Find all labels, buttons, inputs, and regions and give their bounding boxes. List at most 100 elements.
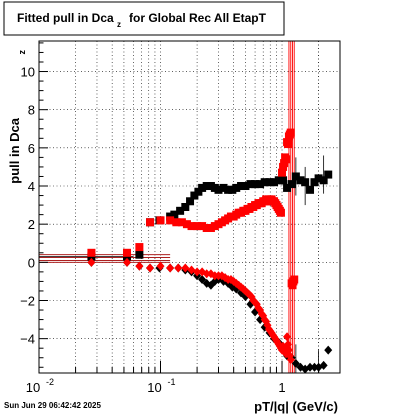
data-point-square (301, 178, 310, 187)
data-point-square (172, 218, 181, 227)
data-point-square (260, 178, 269, 187)
data-point-square (310, 178, 319, 187)
y-tick-label: 0 (28, 255, 35, 270)
data-markers (87, 128, 333, 374)
y-tick-label: 2 (28, 217, 35, 232)
data-point-square (324, 170, 333, 179)
data-point-diamond (324, 345, 333, 355)
data-point-square (282, 155, 291, 164)
data-point-square (265, 178, 274, 187)
y-tick-label: −4 (20, 332, 35, 347)
y-axis-label: pull in Dca (7, 117, 22, 184)
plot-background (39, 41, 340, 373)
data-point-square (135, 243, 144, 252)
data-point-square (198, 222, 207, 231)
data-point-diamond (174, 263, 183, 273)
data-point-square (314, 174, 323, 183)
title-box: Fitted pull in Dca z for Global Rec All … (3, 1, 285, 36)
data-point-square (286, 128, 295, 137)
data-point-diamond (193, 267, 202, 277)
x-tick-label: 10 (147, 380, 161, 395)
timestamp: Sun Jun 29 06:42:42 2025 (4, 401, 101, 410)
data-point-square (274, 176, 283, 185)
data-point-square (290, 275, 299, 284)
data-point-square (287, 180, 296, 189)
x-tick-label: 10 (26, 380, 40, 395)
data-point-square (182, 220, 191, 229)
data-point-diamond (181, 263, 190, 273)
y-axis-label-subscript: z (17, 50, 27, 55)
data-point-square (156, 216, 165, 225)
data-point-diamond (306, 362, 315, 372)
data-point-square (256, 180, 265, 189)
fit-lines (39, 41, 325, 373)
x-axis-label: pT/|q| (GeV/c) (254, 399, 338, 414)
data-point-square (202, 182, 211, 191)
data-point-square (123, 248, 132, 257)
data-point-square (241, 182, 250, 191)
data-point-square (181, 203, 190, 211)
data-point-square (278, 168, 287, 177)
data-point-diamond (123, 257, 132, 267)
data-point-diamond (283, 332, 292, 342)
y-tick-label: 4 (28, 179, 35, 194)
data-point-square (270, 178, 279, 187)
data-point-square (146, 218, 155, 227)
data-point-square (186, 197, 195, 206)
data-point-square (291, 172, 300, 181)
data-point-diamond (291, 358, 300, 368)
plot-area: −4 −2 0 2 4 6 8 10 10 -2 10 -1 1 (20, 40, 341, 395)
data-point-diamond (310, 362, 319, 372)
title-frame (3, 1, 285, 36)
data-point-square (214, 185, 223, 194)
data-point-diamond (156, 261, 165, 271)
y-axis-label-group: pull in Dca z (7, 50, 27, 184)
y-tick-label: 10 (21, 65, 35, 80)
data-point-square (219, 183, 228, 192)
data-point-square (224, 185, 233, 194)
x-tick-label-exponent: -2 (46, 377, 54, 387)
chart-title: Fitted pull in Dca (17, 11, 114, 25)
data-point-square (202, 223, 211, 232)
data-point-square (198, 183, 207, 192)
data-point-square (284, 140, 293, 149)
data-point-diamond (286, 355, 295, 365)
data-point-square (306, 185, 315, 194)
data-point-square (279, 176, 288, 185)
axis-ticks: −4 −2 0 2 4 6 8 10 10 -2 10 -1 1 (20, 42, 341, 395)
data-point-square (170, 210, 179, 219)
data-point-square (283, 183, 292, 192)
data-point-square (251, 180, 260, 189)
data-point-square (190, 191, 199, 200)
data-point-square (135, 250, 144, 259)
data-point-square (177, 218, 186, 227)
data-point-diamond (284, 339, 293, 349)
x-tick-label-exponent: -1 (168, 377, 176, 387)
chart-title-subscript: z (117, 20, 121, 29)
data-point-diamond (202, 269, 211, 279)
data-point-square (276, 208, 285, 217)
data-point-square (237, 182, 246, 191)
data-point-square (176, 206, 185, 215)
data-point-square (187, 222, 196, 231)
plot-frame (38, 40, 341, 374)
y-tick-label: 6 (28, 141, 35, 156)
data-point-square (296, 176, 305, 185)
data-point-square (87, 248, 96, 257)
x-tick-label: 1 (278, 380, 285, 395)
data-point-square (193, 222, 202, 231)
data-point-diamond (135, 261, 144, 271)
y-tick-label: 8 (28, 103, 35, 118)
data-point-diamond (284, 345, 293, 355)
data-point-diamond (319, 360, 328, 370)
data-point-diamond (87, 257, 96, 267)
data-point-square (246, 180, 255, 189)
data-point-diamond (146, 263, 155, 273)
chart-title-suffix: for Global Rec All EtapT (129, 11, 267, 25)
y-tick-label: −2 (20, 293, 35, 308)
data-point-diamond (166, 263, 175, 273)
data-point-square (319, 176, 328, 185)
data-point-square (166, 216, 175, 225)
